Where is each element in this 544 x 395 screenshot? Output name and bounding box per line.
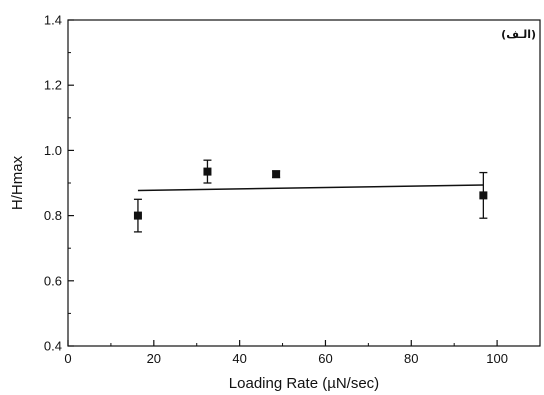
x-tick-label: 100 xyxy=(486,351,508,366)
y-tick-label: 1.2 xyxy=(44,78,62,93)
x-tick-label: 40 xyxy=(232,351,246,366)
fit-line-layer xyxy=(137,184,484,192)
panel-label: (الـف) xyxy=(501,28,536,41)
y-tick-label: 0.6 xyxy=(44,273,62,288)
square-marker xyxy=(479,191,488,200)
y-tick-label: 0.4 xyxy=(44,339,62,354)
y-axis-ticks: 0.4 0.6 0.8 1.0 1.2 1.4 xyxy=(44,13,74,354)
data-point xyxy=(272,170,281,179)
data-point xyxy=(203,159,212,184)
square-marker xyxy=(203,167,212,176)
y-axis-title: H/Hmax xyxy=(9,155,26,210)
plot-frame xyxy=(67,19,541,347)
x-tick-label: 60 xyxy=(318,351,332,366)
x-axis-ticks: 0 20 40 60 80 100 xyxy=(64,340,508,366)
x-tick-label: 0 xyxy=(64,351,71,366)
fit-line xyxy=(137,184,484,192)
data-points-layer xyxy=(133,159,488,233)
data-point xyxy=(479,171,488,219)
y-tick-label: 1.0 xyxy=(44,143,62,158)
square-marker xyxy=(133,211,142,220)
x-axis-title: Loading Rate (µN/sec) xyxy=(229,375,379,392)
y-tick-label: 1.4 xyxy=(44,13,62,28)
data-point xyxy=(133,198,142,233)
x-tick-label: 80 xyxy=(404,351,418,366)
y-tick-label: 0.8 xyxy=(44,208,62,223)
square-marker xyxy=(272,170,281,179)
x-tick-label: 20 xyxy=(147,351,161,366)
